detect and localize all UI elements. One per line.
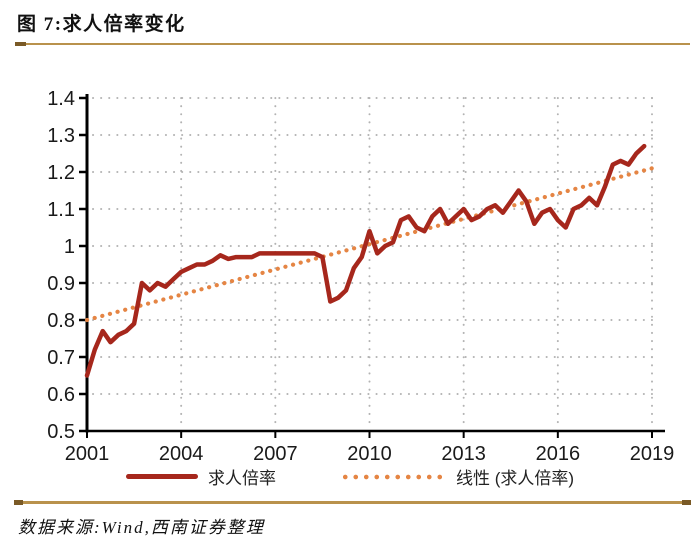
source-note: 数据来源:Wind,西南证券整理 (18, 518, 265, 537)
svg-text:0.7: 0.7 (47, 347, 75, 369)
figure-title: 图 7:求人倍率变化 (17, 14, 186, 35)
svg-text:0.6: 0.6 (47, 384, 75, 406)
svg-text:0.9: 0.9 (47, 273, 75, 295)
svg-text:0.8: 0.8 (47, 310, 75, 332)
legend-item-series: 求人倍率 (125, 464, 276, 489)
svg-text:2016: 2016 (536, 443, 581, 465)
y-axis-labels: 0.5 0.6 0.7 0.8 0.9 1 1.1 1.2 1.3 1.4 (47, 88, 75, 443)
svg-text:1.2: 1.2 (47, 162, 75, 184)
legend-label-series: 求人倍率 (207, 469, 276, 488)
svg-text:2019: 2019 (630, 443, 675, 465)
chart-legend: 求人倍率 线性 (求人倍率) (0, 464, 700, 489)
svg-text:2013: 2013 (441, 443, 486, 465)
legend-label-trend: 线性 (求人倍率) (455, 469, 575, 488)
series-line-swatch (125, 474, 198, 479)
svg-text:1.3: 1.3 (47, 125, 75, 147)
svg-text:1: 1 (64, 236, 75, 258)
x-axis-labels: 2001 2004 2007 2010 2013 2016 2019 (65, 443, 675, 465)
svg-text:2007: 2007 (253, 443, 298, 465)
svg-text:0.5: 0.5 (47, 421, 75, 443)
svg-text:1.4: 1.4 (47, 88, 75, 110)
gridlines (92, 97, 659, 429)
trend-line (84, 166, 655, 323)
footer-divider (14, 500, 691, 505)
svg-text:1.1: 1.1 (47, 199, 75, 221)
axes (79, 94, 665, 438)
trend-line-swatch (339, 473, 446, 480)
svg-text:2001: 2001 (65, 443, 110, 465)
series-line (84, 143, 647, 378)
svg-text:2010: 2010 (347, 443, 392, 465)
legend-item-trend: 线性 (求人倍率) (339, 464, 575, 489)
title-divider (15, 42, 690, 46)
svg-text:2004: 2004 (159, 443, 204, 465)
